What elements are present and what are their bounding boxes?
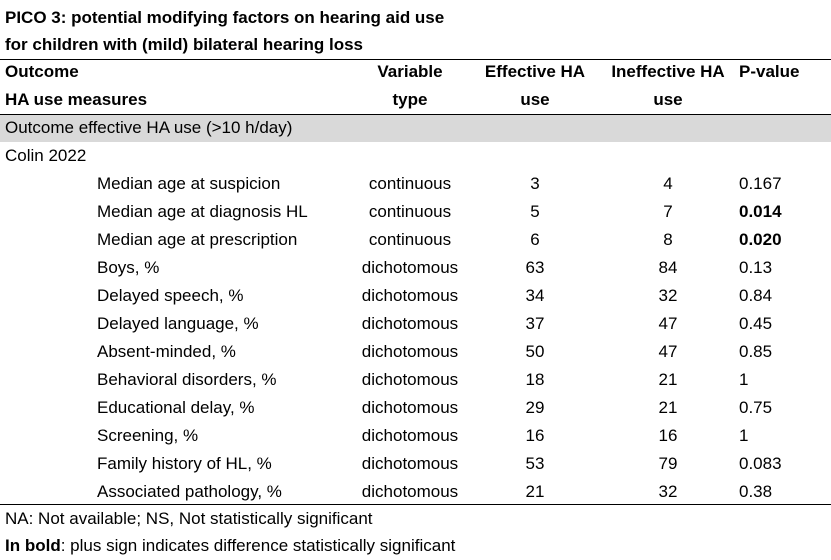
row-ineffective-value: 16 xyxy=(658,426,678,445)
row-effective-value: 34 xyxy=(525,286,545,305)
row-variable-type: dichotomous xyxy=(361,370,459,389)
row-variable-type: dichotomous xyxy=(361,398,459,417)
header-variable: Variable xyxy=(377,62,443,81)
row-label: Delayed speech, % xyxy=(97,286,244,305)
row-variable-type: continuous xyxy=(368,174,452,193)
footnote-bold-label: In bold xyxy=(5,536,61,555)
row-ineffective-value: 47 xyxy=(658,314,678,333)
row-variable-type: dichotomous xyxy=(361,286,459,305)
header-effective: Effective HA xyxy=(484,62,586,81)
row-variable-type: dichotomous xyxy=(361,482,459,501)
row-pvalue: 0.45 xyxy=(739,314,773,333)
row-effective-value: 16 xyxy=(525,426,545,445)
row-pvalue: 0.38 xyxy=(739,482,773,501)
row-label: Delayed language, % xyxy=(97,314,259,333)
row-label: Family history of HL, % xyxy=(97,454,272,473)
header-effective-use: use xyxy=(520,90,550,109)
row-pvalue: 1 xyxy=(739,370,749,389)
table-row: Boys, % dichotomous 63 84 0.13 xyxy=(0,254,831,282)
table-bottom-rule xyxy=(0,504,831,505)
row-effective-value: 18 xyxy=(525,370,545,389)
row-effective-value: 6 xyxy=(530,230,540,249)
table-row: Family history of HL, % dichotomous 53 79 0.… xyxy=(0,450,831,478)
row-variable-type: dichotomous xyxy=(361,454,459,473)
row-label: Educational delay, % xyxy=(97,398,255,417)
section-band xyxy=(0,114,831,142)
row-ineffective-value: 7 xyxy=(663,202,673,221)
table-title-line1: PICO 3: potential modifying factors on h… xyxy=(5,8,445,27)
row-label: Median age at suspicion xyxy=(97,174,281,193)
row-pvalue: 0.083 xyxy=(739,454,782,473)
study-name: Colin 2022 xyxy=(5,146,87,165)
header-ineffective: Ineffective HA xyxy=(611,62,725,81)
table-row: Median age at suspicion continuous 3 4 0.167 xyxy=(0,170,831,198)
table-row: Delayed language, % dichotomous 37 47 0.45 xyxy=(0,310,831,338)
row-pvalue: 0.75 xyxy=(739,398,773,417)
row-ineffective-value: 32 xyxy=(658,482,678,501)
table-row: Median age at diagnosis HL continuous 5 7 0.… xyxy=(0,198,831,226)
footnote-bold-text: : plus sign indicates difference statist… xyxy=(60,536,456,555)
header-variable-type: type xyxy=(392,90,428,109)
row-ineffective-value: 21 xyxy=(658,370,678,389)
row-ineffective-value: 47 xyxy=(658,342,678,361)
header-pvalue: P-value xyxy=(739,62,800,81)
row-ineffective-value: 4 xyxy=(663,174,673,193)
row-pvalue: 0.85 xyxy=(739,342,773,361)
footnote-abbreviations: NA: Not available; NS, Not statistically… xyxy=(5,509,373,528)
row-pvalue: 0.13 xyxy=(739,258,773,277)
row-effective-value: 29 xyxy=(525,398,545,417)
row-ineffective-value: 84 xyxy=(658,258,678,277)
row-label: Median age at diagnosis HL xyxy=(97,202,308,221)
row-label: Screening, % xyxy=(97,426,199,445)
table-row: Educational delay, % dichotomous 29 21 0.75 xyxy=(0,394,831,422)
row-effective-value: 37 xyxy=(525,314,545,333)
row-label: Behavioral disorders, % xyxy=(97,370,277,389)
row-label: Median age at prescription xyxy=(97,230,298,249)
row-effective-value: 63 xyxy=(525,258,545,277)
table-row: Absent-minded, % dichotomous 50 47 0.85 xyxy=(0,338,831,366)
header-ineffective-use: use xyxy=(653,90,683,109)
row-variable-type: dichotomous xyxy=(361,258,459,277)
row-label: Associated pathology, % xyxy=(97,482,282,501)
section-title: Outcome effective HA use (>10 h/day) xyxy=(5,118,293,137)
header-top-rule xyxy=(0,59,831,60)
row-effective-value: 21 xyxy=(525,482,545,501)
row-effective-value: 53 xyxy=(525,454,545,473)
row-effective-value: 3 xyxy=(530,174,540,193)
header-outcome-measures: HA use measures xyxy=(5,90,148,109)
row-ineffective-value: 21 xyxy=(658,398,678,417)
row-variable-type: continuous xyxy=(368,230,452,249)
header-outcome: Outcome xyxy=(5,62,79,81)
row-variable-type: dichotomous xyxy=(361,314,459,333)
row-label: Boys, % xyxy=(97,258,160,277)
row-pvalue: 1 xyxy=(739,426,749,445)
section-top-rule xyxy=(0,114,831,115)
table-title-line2: for children with (mild) bilateral heari… xyxy=(5,35,363,54)
footnote-bold: In bold: plus sign indicates difference … xyxy=(5,532,455,560)
row-variable-type: dichotomous xyxy=(361,426,459,445)
row-effective-value: 50 xyxy=(525,342,545,361)
table-row: Median age at prescription continuous 6 8 0.… xyxy=(0,226,831,254)
row-ineffective-value: 32 xyxy=(658,286,678,305)
row-pvalue: 0.020 xyxy=(739,230,782,249)
row-label: Absent-minded, % xyxy=(97,342,236,361)
row-pvalue: 0.014 xyxy=(739,202,782,221)
row-pvalue: 0.84 xyxy=(739,286,773,305)
table-row: Delayed speech, % dichotomous 34 32 0.84 xyxy=(0,282,831,310)
table-row: Behavioral disorders, % dichotomous 18 21 1 xyxy=(0,366,831,394)
row-ineffective-value: 8 xyxy=(663,230,673,249)
table-row: Screening, % dichotomous 16 16 1 xyxy=(0,422,831,450)
table-row: Associated pathology, % dichotomous 21 32 0.… xyxy=(0,478,831,506)
row-ineffective-value: 79 xyxy=(658,454,678,473)
row-variable-type: continuous xyxy=(368,202,452,221)
row-effective-value: 5 xyxy=(530,202,540,221)
row-pvalue: 0.167 xyxy=(739,174,782,193)
row-variable-type: dichotomous xyxy=(361,342,459,361)
